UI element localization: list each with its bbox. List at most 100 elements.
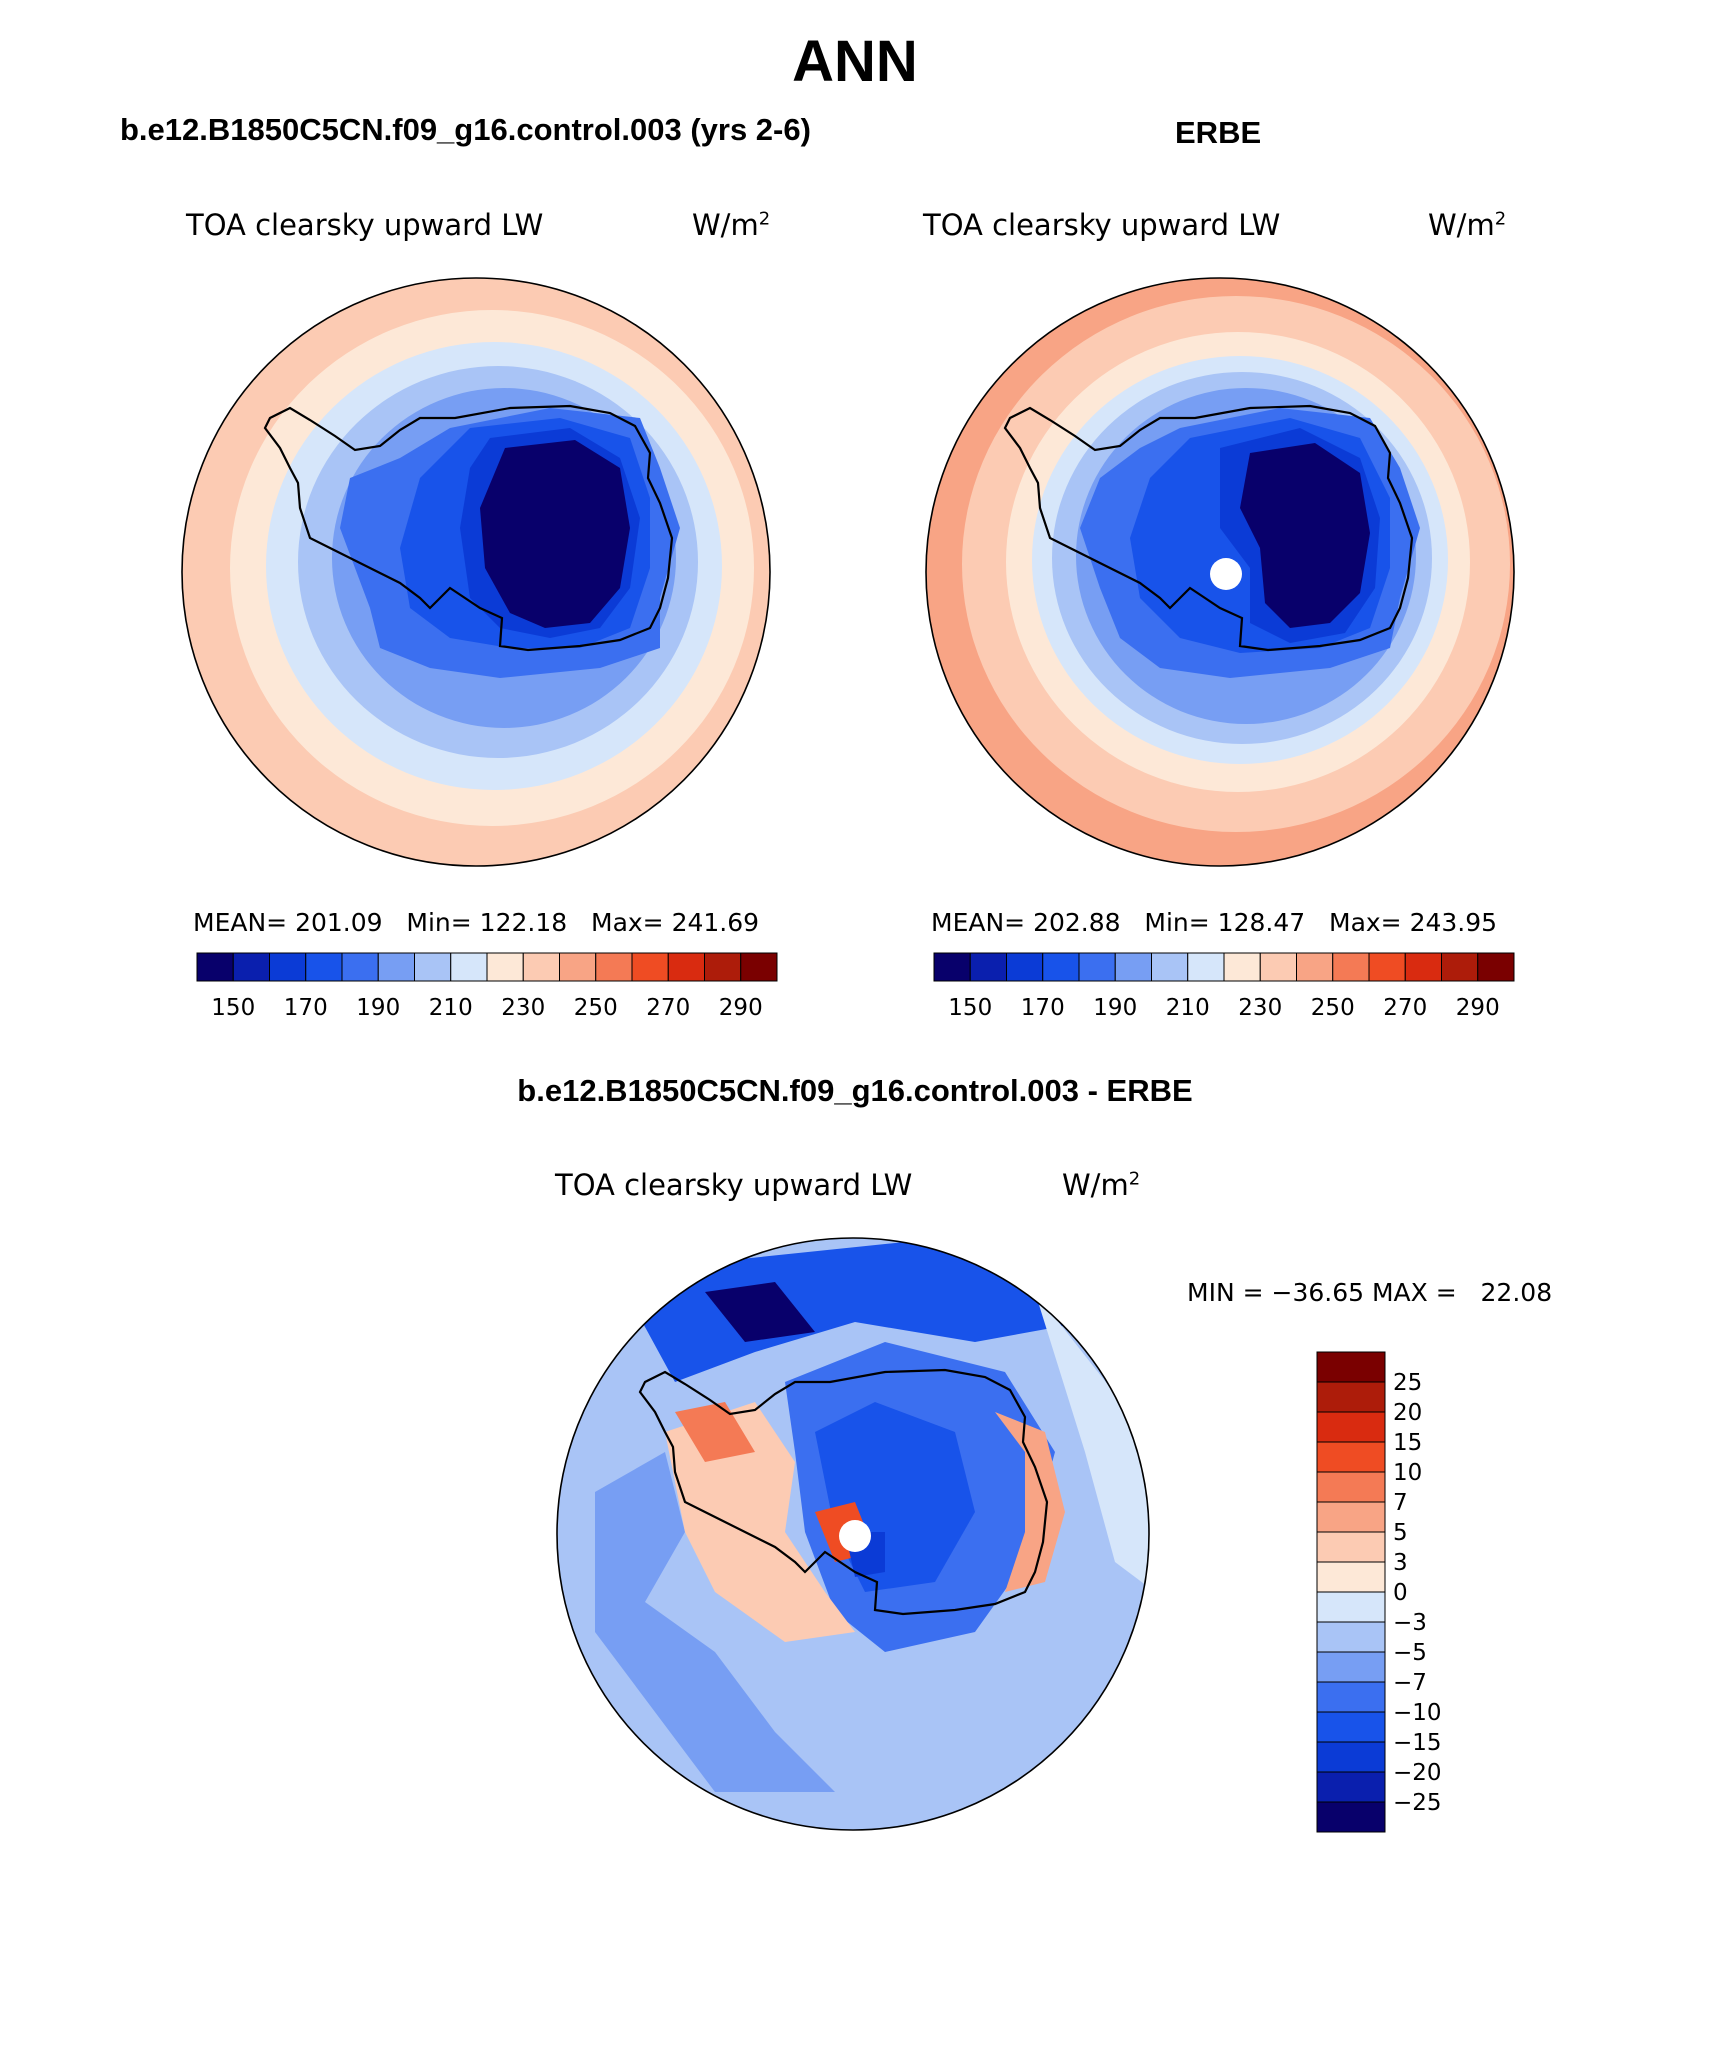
- diff-colorbar-tick-label: −15: [1393, 1730, 1442, 1756]
- model-colorbar-tick-label: 290: [719, 995, 763, 1021]
- diff-colorbar-box: [1316, 1561, 1386, 1593]
- diff-map-border: [556, 1237, 1150, 1831]
- diff-antarctica-coastline: [638, 1368, 1049, 1616]
- diff-colorbar-box: [1316, 1741, 1386, 1773]
- diff-colorbar-box: [1316, 1771, 1386, 1803]
- diff-colorbar-tick-label: −5: [1393, 1640, 1427, 1666]
- diff-colorbar-box: [1316, 1351, 1386, 1383]
- diff-colorbar-box: [1316, 1591, 1386, 1623]
- obs-contour-150: [1240, 443, 1370, 628]
- page-title: ANN: [792, 29, 918, 94]
- obs-colorbar-tick-label: 270: [1383, 995, 1427, 1021]
- diff-strong-negative: [705, 1282, 815, 1342]
- model-colorbar-box: [232, 952, 270, 982]
- diff-units-label: W/m2: [1062, 1168, 1141, 1202]
- diff-colorbar-box: [1316, 1651, 1386, 1683]
- obs-pole-hole: [1210, 558, 1242, 590]
- obs-colorbar-box: [1042, 952, 1080, 982]
- model-colorbar-box: [631, 952, 669, 982]
- obs-colorbar: 150 170 190 210 230 250 270 290: [933, 952, 1515, 1021]
- obs-colorbar-tick-label: 190: [1093, 995, 1137, 1021]
- diff-colorbar-tick-label: 20: [1393, 1400, 1422, 1426]
- model-variable-label: TOA clearsky upward LW: [186, 208, 544, 242]
- model-colorbar-tick-label: 250: [574, 995, 618, 1021]
- obs-polar-map: [925, 277, 1515, 867]
- model-colorbar: 150 170 190 210 230 250 270 290: [196, 952, 778, 1021]
- obs-colorbar-tick-label: 250: [1311, 995, 1355, 1021]
- diff-colorbar-box: [1316, 1471, 1386, 1503]
- obs-colorbar-box: [1332, 952, 1370, 982]
- obs-colorbar-box: [1404, 952, 1442, 982]
- diff-colorbar-box: [1316, 1801, 1386, 1833]
- diff-colorbar-tick-label: −10: [1393, 1700, 1442, 1726]
- model-colorbar-box: [740, 952, 778, 982]
- obs-colorbar-box: [1114, 952, 1152, 982]
- diff-colorbar-tick-label: 3: [1393, 1550, 1408, 1576]
- obs-variable-label: TOA clearsky upward LW: [923, 208, 1281, 242]
- model-colorbar-tick-label: 170: [284, 995, 328, 1021]
- diff-colorbar-tick-label: 10: [1393, 1460, 1422, 1486]
- diff-colorbar-box: [1316, 1711, 1386, 1743]
- obs-colorbar-box: [1441, 952, 1479, 982]
- diff-colorbar-box: [1316, 1621, 1386, 1653]
- diff-colorbar-box: [1316, 1531, 1386, 1563]
- diff-colorbar-tick-label: −3: [1393, 1610, 1427, 1636]
- diff-positive-peninsula: [665, 1402, 855, 1642]
- obs-colorbar-box: [1368, 952, 1406, 982]
- diff-colorbar: 25 20 15 10 7 5 3 0 −3 −5 −7 −10 −15 −20 −25: [1316, 1351, 1442, 1833]
- diff-strong-positive-a: [675, 1402, 755, 1462]
- diff-colorbar-tick-label: −7: [1393, 1670, 1427, 1696]
- diff-colorbar-tick-label: −20: [1393, 1760, 1442, 1786]
- diff-negative-west: [595, 1452, 835, 1792]
- diff-colorbar-tick-label: 15: [1393, 1430, 1422, 1456]
- obs-colorbar-tick-label: 210: [1166, 995, 1210, 1021]
- model-colorbar-tick-label: 230: [501, 995, 545, 1021]
- model-colorbar-tick-label: 190: [356, 995, 400, 1021]
- diff-colorbar-box: [1316, 1381, 1386, 1413]
- obs-colorbar-box: [1151, 952, 1189, 982]
- obs-colorbar-box: [933, 952, 971, 982]
- obs-units-label: W/m2: [1428, 208, 1507, 242]
- diff-positive-ring: [995, 1412, 1065, 1592]
- model-colorbar-tick-label: 150: [211, 995, 255, 1021]
- model-colorbar-box: [341, 952, 379, 982]
- model-colorbar-box: [595, 952, 633, 982]
- obs-antarctica-coastline: [1003, 404, 1414, 652]
- model-antarctica-coastline: [263, 404, 674, 652]
- model-stats: MEAN= 201.09 Min= 122.18 Max= 241.69: [193, 908, 760, 937]
- model-panel-title: b.e12.B1850C5CN.f09_g16.control.003 (yrs…: [120, 112, 811, 147]
- diff-pole-hole: [839, 1520, 871, 1552]
- model-units-label: W/m2: [692, 208, 771, 242]
- obs-map-border: [925, 277, 1515, 867]
- obs-colorbar-box: [1259, 952, 1297, 982]
- diff-variable-label: TOA clearsky upward LW: [555, 1168, 913, 1202]
- diff-polar-map: [556, 1237, 1150, 1831]
- diff-colorbar-tick-label: 0: [1393, 1580, 1408, 1606]
- model-colorbar-box: [522, 952, 560, 982]
- diff-colorbar-box: [1316, 1681, 1386, 1713]
- diff-neutral-east: [1035, 1292, 1149, 1592]
- diff-colorbar-box: [1316, 1411, 1386, 1443]
- diff-stats: MIN = −36.65 MAX = 22.08: [1187, 1278, 1553, 1307]
- diff-negative-north: [615, 1242, 1085, 1382]
- obs-colorbar-box: [1078, 952, 1116, 982]
- diff-colorbar-box: [1316, 1501, 1386, 1533]
- model-colorbar-box: [269, 952, 307, 982]
- model-polar-map: [181, 277, 771, 867]
- obs-colorbar-box: [1296, 952, 1334, 982]
- diff-panel-title: b.e12.B1850C5CN.f09_g16.control.003 - ER…: [517, 1073, 1193, 1108]
- diff-colorbar-tick-label: −25: [1393, 1790, 1442, 1816]
- model-colorbar-box: [414, 952, 452, 982]
- model-colorbar-box: [486, 952, 524, 982]
- model-map-border: [181, 277, 771, 867]
- model-colorbar-tick-label: 210: [429, 995, 473, 1021]
- obs-colorbar-tick-label: 290: [1456, 995, 1500, 1021]
- obs-colorbar-box: [1223, 952, 1261, 982]
- obs-colorbar-box: [1477, 952, 1515, 982]
- model-contour-150: [480, 440, 630, 628]
- obs-colorbar-tick-label: 150: [948, 995, 992, 1021]
- obs-colorbar-box: [1187, 952, 1225, 982]
- model-colorbar-box: [667, 952, 705, 982]
- model-colorbar-box: [377, 952, 415, 982]
- obs-colorbar-tick-label: 230: [1238, 995, 1282, 1021]
